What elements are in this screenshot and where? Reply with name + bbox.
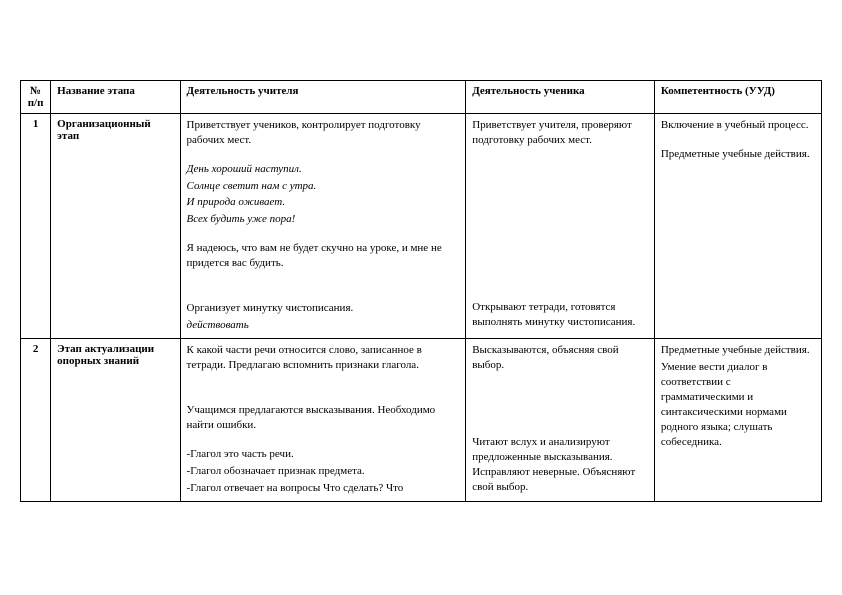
cell-text: Читают вслух и анализируют предложенные … [472, 435, 648, 494]
cell-num: 2 [21, 339, 51, 502]
cell-comp: Включение в учебный процесс. Предметные … [654, 114, 821, 339]
cell-text: День хороший наступил. [187, 162, 460, 177]
header-teacher: Деятельность учителя [180, 81, 466, 114]
cell-text: Учащимся предлагаются высказывания. Необ… [187, 403, 460, 433]
header-stage: Название этапа [51, 81, 180, 114]
header-student: Деятельность ученика [466, 81, 655, 114]
cell-stage: Этап актуализации опорных знаний [51, 339, 180, 502]
cell-text: Организует минутку чистописания. [187, 301, 460, 316]
document-page: № п/п Название этапа Деятельность учител… [0, 0, 842, 502]
cell-text: И природа оживает. [187, 195, 460, 210]
cell-num: 1 [21, 114, 51, 339]
header-comp: Компетентность (УУД) [654, 81, 821, 114]
cell-text: Предметные учебные действия. [661, 343, 815, 358]
cell-text: Умение вести диалог в соответствии с гра… [661, 360, 815, 449]
cell-text: Солнце светит нам с утра. [187, 179, 460, 194]
cell-text: Приветствует учителя, проверяют подготов… [472, 118, 648, 148]
cell-text: Предметные учебные действия. [661, 147, 815, 162]
cell-text: Высказываются, объясняя свой выбор. [472, 343, 648, 373]
cell-text: Включение в учебный процесс. [661, 118, 815, 133]
cell-text: Всех будить уже пора! [187, 212, 460, 227]
table-row: 1 Организационный этап Приветствует учен… [21, 114, 822, 339]
cell-text: Приветствует учеников, контролирует подг… [187, 118, 460, 148]
header-num: № п/п [21, 81, 51, 114]
cell-text: действовать [187, 318, 460, 333]
cell-teacher: К какой части речи относится слово, запи… [180, 339, 466, 502]
cell-comp: Предметные учебные действия. Умение вест… [654, 339, 821, 502]
cell-stage: Организационный этап [51, 114, 180, 339]
cell-text: -Глагол отвечает на вопросы Что сделать?… [187, 481, 460, 496]
cell-text: -Глагол обозначает признак предмета. [187, 464, 460, 479]
table-row: 2 Этап актуализации опорных знаний К как… [21, 339, 822, 502]
cell-teacher: Приветствует учеников, контролирует подг… [180, 114, 466, 339]
cell-text: Я надеюсь, что вам не будет скучно на ур… [187, 241, 460, 271]
cell-text: К какой части речи относится слово, запи… [187, 343, 460, 373]
cell-student: Высказываются, объясняя свой выбор. Чита… [466, 339, 655, 502]
lesson-plan-table: № п/п Название этапа Деятельность учител… [20, 80, 822, 502]
cell-student: Приветствует учителя, проверяют подготов… [466, 114, 655, 339]
table-header-row: № п/п Название этапа Деятельность учител… [21, 81, 822, 114]
cell-text: -Глагол это часть речи. [187, 447, 460, 462]
cell-text: Открывают тетради, готовятся выполнять м… [472, 300, 648, 330]
